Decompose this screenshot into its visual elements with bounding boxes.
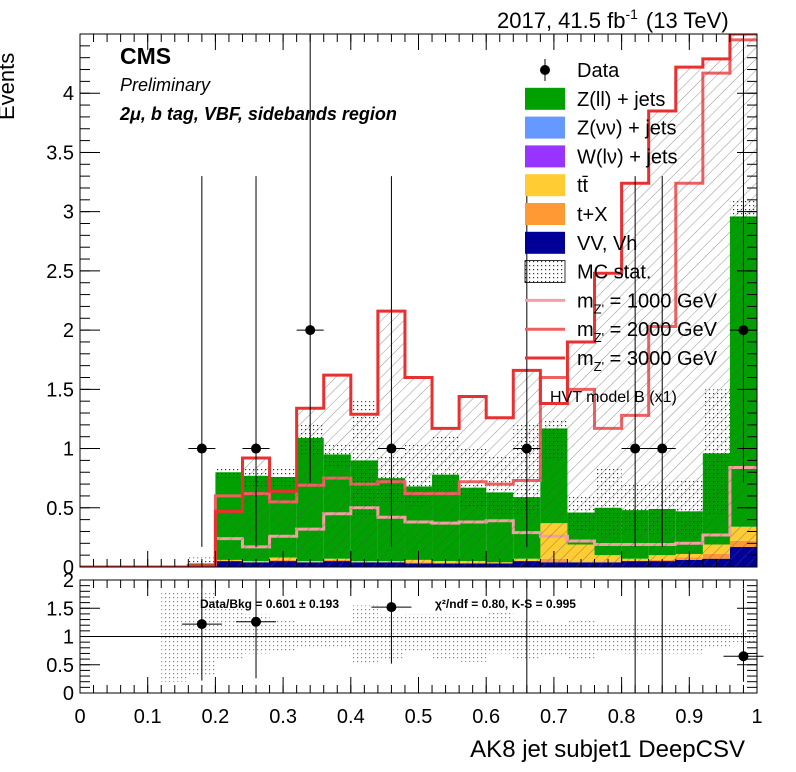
ratio-axes: 0 0.5 1 1.5 2 0 0.1 0.2 0.3 0.4 0.5 0.6 0.7 0.8 0.9 1 — [46, 570, 762, 728]
y-tick-label: 3 — [63, 202, 74, 224]
x-tick-label: 0.9 — [675, 706, 703, 728]
legend-label: W(lν) + jets — [577, 146, 678, 168]
x-tick-label: 0 — [74, 706, 85, 728]
legend-label: Data — [577, 60, 620, 82]
data-point — [196, 443, 207, 454]
legend-entry: mZ' = 2000 GeV — [525, 319, 718, 345]
ratio-y-tick-label: 2 — [63, 570, 74, 592]
data-points — [188, 34, 757, 547]
legend-entry: W(lν) + jets — [525, 145, 678, 168]
legend-label: Z(ll) + jets — [577, 89, 665, 111]
ratio-band-bin — [486, 611, 514, 654]
legend-entry: t+X — [525, 203, 608, 226]
ratio-band-bin — [459, 616, 487, 662]
ratio-band-bin — [594, 625, 622, 651]
legend-swatch-dots — [524, 260, 566, 284]
x-tick-label: 0.1 — [134, 706, 162, 728]
ratio-point — [196, 619, 207, 630]
ratio-panel: 0 0.5 1 1.5 2 0 0.1 0.2 0.3 0.4 0.5 0.6 0.7 0.8 0.9 1 — [46, 570, 764, 728]
y-tick-label: 2 — [63, 320, 74, 342]
data-point — [630, 443, 641, 454]
legend-entry: Data — [540, 59, 620, 82]
ratio-point — [386, 602, 397, 613]
ratio-band-bin — [540, 622, 568, 657]
y-tick-label: 0 — [63, 557, 74, 579]
x-tick-label: 0.2 — [201, 706, 229, 728]
ratio-band-bin — [269, 619, 297, 651]
legend-entry: VV, Vh — [525, 231, 637, 255]
mc-stat-bin — [269, 466, 297, 487]
model-label: HVT model B (x1) — [550, 389, 677, 406]
data-point — [251, 443, 262, 454]
legend-entry: Z(νν) + jets — [525, 116, 676, 140]
legend-label: Z(νν) + jets — [577, 118, 676, 140]
ratio-y-tick-label: 1 — [63, 627, 74, 649]
data-point — [657, 443, 668, 454]
ratio-band-bin — [404, 613, 433, 651]
x-axis-title: AK8 jet subjet1 DeepCSV — [470, 736, 745, 763]
x-tick-label: 0.6 — [472, 706, 500, 728]
legend-label: mZ' = 3000 GeV — [577, 348, 718, 374]
legend-swatch — [525, 116, 565, 139]
x-tick-label: 0.7 — [540, 706, 568, 728]
experiment-label: CMS — [120, 43, 171, 69]
x-tick-label: 0.8 — [608, 706, 636, 728]
x-tick-label: 0.3 — [269, 706, 297, 728]
y-tick-label: 2.5 — [46, 261, 74, 283]
ratio-y-tick-label: 0 — [63, 683, 74, 705]
ratio-points — [181, 580, 764, 693]
data-point — [386, 443, 397, 454]
region-label: 2μ, b tag, VBF, sidebands region — [119, 104, 397, 124]
ratio-y-tick-label: 0.5 — [46, 655, 74, 677]
legend-swatch — [525, 87, 565, 110]
y-tick-label: 1.5 — [46, 379, 74, 401]
ratio-stats-left: Data/Bkg = 0.601 ± 0.193 — [200, 597, 339, 611]
legend-entry: MC stat. — [524, 260, 651, 284]
data-point — [521, 443, 532, 454]
legend-swatch — [525, 174, 565, 197]
legend-entry: tt̄ — [525, 174, 589, 197]
legend-entry: Z(ll) + jets — [525, 87, 665, 111]
legend-label: mZ' = 2000 GeV — [577, 319, 718, 345]
lumi-label: 2017, 41.5 fb-1 (13 TeV) — [497, 6, 729, 33]
y-axis-title: Events — [0, 53, 19, 120]
legend-swatch — [525, 231, 565, 254]
ratio-band — [80, 591, 757, 682]
legend-label: MC stat. — [577, 262, 651, 284]
main-axes: 0 0.5 1 1.5 2 2.5 3 3.5 4 — [46, 34, 758, 579]
ratio-band-bin — [675, 622, 703, 654]
legend-entry: mZ' = 3000 GeV — [525, 348, 718, 374]
ratio-stats-right: χ²/ndf = 0.80, K-S = 0.995 — [435, 597, 576, 611]
legend-entry: mZ' = 1000 GeV — [525, 290, 718, 316]
ratio-band-bin — [567, 619, 595, 660]
legend-label: VV, Vh — [577, 233, 637, 255]
y-tick-label: 3.5 — [46, 142, 74, 164]
mc-stat-bin — [215, 466, 243, 479]
ratio-point — [251, 616, 262, 627]
ratio-band-bin — [215, 608, 243, 660]
ratio-y-tick-label: 1.5 — [46, 598, 74, 620]
legend-label: mZ' = 1000 GeV — [577, 290, 718, 316]
y-tick-label: 1 — [63, 439, 74, 461]
legend: Data Z(ll) + jets Z(νν) + jets W(lν) + jets… — [524, 59, 718, 374]
x-tick-label: 0.4 — [337, 706, 365, 728]
legend-label: tt̄ — [577, 175, 589, 197]
legend-swatch — [525, 145, 565, 168]
ratio-band-bin — [350, 605, 378, 665]
legend-swatch — [525, 203, 565, 225]
y-tick-label: 0.5 — [46, 498, 74, 520]
data-point — [305, 325, 316, 336]
main-panel: 0 0.5 1 1.5 2 2.5 3 3.5 4 — [46, 33, 758, 579]
ratio-band-bin — [296, 622, 324, 648]
x-tick-label: 1 — [751, 706, 762, 728]
y-tick-label: 4 — [63, 83, 74, 105]
signal-histograms — [80, 34, 757, 567]
signal-hatch — [80, 34, 757, 567]
legend-label: t+X — [577, 204, 608, 226]
signal-line — [80, 34, 757, 567]
status-label: Preliminary — [120, 75, 211, 95]
ratio-point — [738, 651, 749, 662]
x-tick-label: 0.5 — [405, 706, 433, 728]
